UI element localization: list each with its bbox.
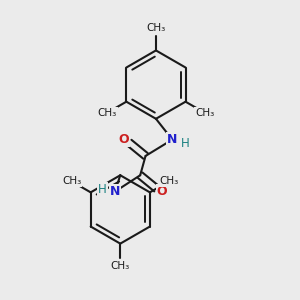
Text: O: O — [157, 184, 167, 197]
Text: CH₃: CH₃ — [111, 261, 130, 271]
Text: CH₃: CH₃ — [62, 176, 81, 186]
Text: CH₃: CH₃ — [98, 108, 117, 118]
Text: H: H — [180, 137, 189, 150]
Text: CH₃: CH₃ — [195, 108, 214, 118]
Text: CH₃: CH₃ — [159, 176, 178, 186]
Text: N: N — [167, 133, 178, 146]
Text: CH₃: CH₃ — [146, 23, 166, 33]
Text: H: H — [98, 183, 107, 196]
Text: O: O — [118, 133, 129, 146]
Text: N: N — [110, 185, 120, 198]
